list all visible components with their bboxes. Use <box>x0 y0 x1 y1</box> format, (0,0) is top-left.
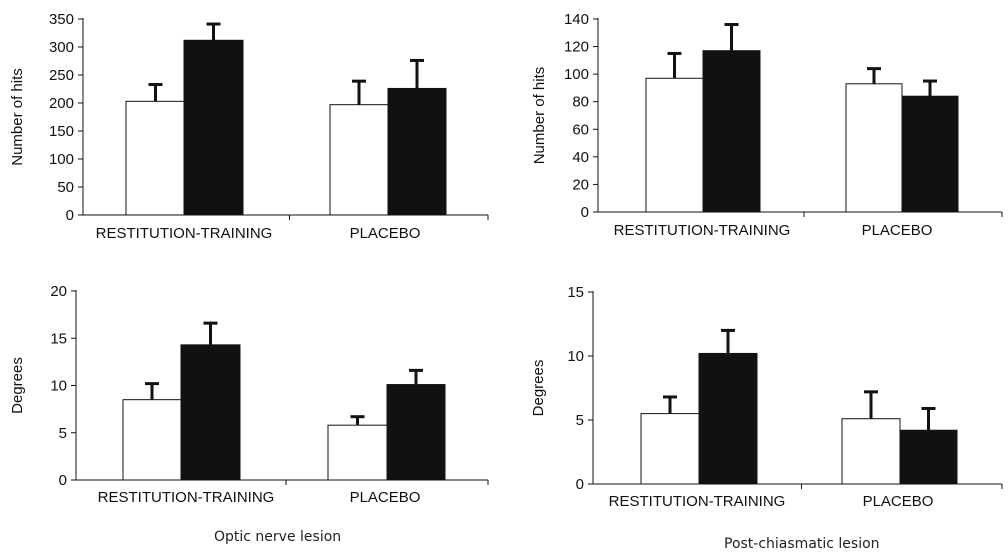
category-label-restitution-training: RESTITUTION-TRAINING <box>96 225 273 242</box>
caption-post-chiasmatic-lesion: Post-chiasmatic lesion <box>724 536 880 552</box>
bar-filled-restitution-training <box>183 39 244 216</box>
bar-filled-placebo <box>387 87 447 216</box>
chart-panel-postchiasm-degrees: 0 5 10 15 Degrees RESTITUTION-TRAINING PLACEBO <box>530 284 1003 510</box>
bar-open-placebo <box>327 424 388 481</box>
y-tick-label: 20 <box>50 283 67 300</box>
y-tick-label: 40 <box>572 149 589 166</box>
y-tick-label: 300 <box>49 39 74 56</box>
category-label-placebo: PLACEBO <box>350 489 421 506</box>
category-label-restitution-training: RESTITUTION-TRAINING <box>609 493 786 510</box>
bar-filled-restitution-training <box>702 50 761 213</box>
y-tick-label: 140 <box>564 11 589 28</box>
y-tick-label: 0 <box>59 472 67 489</box>
chart-panel-optic-degrees: 0 5 10 15 20 Degrees RESTITUTION-TRAINING PLACE… <box>9 283 489 506</box>
y-tick-label: 150 <box>49 123 74 140</box>
chart-panel-postchiasm-hits: 0 20 40 60 80 100 120 140 Number of hits RESTITUT… <box>531 11 1003 239</box>
category-label-restitution-training: RESTITUTION-TRAINING <box>98 489 275 506</box>
y-tick-label: 20 <box>572 176 589 193</box>
y-tick-label: 15 <box>50 330 67 347</box>
y-tick-label: 0 <box>66 207 74 224</box>
bar-open-placebo <box>841 418 901 485</box>
y-tick-label: 0 <box>581 204 589 221</box>
y-tick-label: 350 <box>49 11 74 28</box>
y-tick-label: 5 <box>576 412 584 429</box>
y-axis-label: Number of hits <box>9 68 26 166</box>
y-tick-label: 5 <box>59 425 67 442</box>
bar-open-restitution-training <box>122 399 182 481</box>
bar-filled-placebo <box>901 95 959 213</box>
y-axis-label: Degrees <box>530 360 547 417</box>
bar-filled-restitution-training <box>698 352 758 485</box>
bar-open-restitution-training <box>645 77 704 213</box>
bar-open-placebo <box>845 83 903 213</box>
bar-open-restitution-training <box>640 413 700 485</box>
y-axis-label: Degrees <box>9 357 26 414</box>
caption-optic-nerve-lesion: Optic nerve lesion <box>214 529 342 545</box>
y-tick-label: 80 <box>572 94 589 111</box>
y-tick-label: 250 <box>49 67 74 84</box>
y-tick-label: 120 <box>564 39 589 56</box>
y-tick-label: 15 <box>567 284 584 301</box>
bar-filled-placebo <box>899 429 958 485</box>
category-label-placebo: PLACEBO <box>863 493 934 510</box>
category-label-placebo: PLACEBO <box>862 222 933 239</box>
y-tick-label: 200 <box>49 95 74 112</box>
y-axis-label: Number of hits <box>531 67 548 165</box>
bar-filled-placebo <box>386 384 446 481</box>
category-label-restitution-training: RESTITUTION-TRAINING <box>614 222 791 239</box>
y-tick-label: 60 <box>572 121 589 138</box>
bar-open-placebo <box>329 104 389 216</box>
bar-filled-restitution-training <box>180 344 241 481</box>
y-tick-label: 50 <box>57 179 74 196</box>
category-label-placebo: PLACEBO <box>350 225 421 242</box>
bar-open-restitution-training <box>125 100 186 216</box>
chart-panel-optic-hits: 0 50 100 150 200 250 300 350 Number of hits RESTI… <box>9 11 489 242</box>
y-tick-label: 100 <box>564 66 589 83</box>
y-tick-label: 10 <box>50 378 67 395</box>
y-tick-label: 0 <box>576 476 584 493</box>
y-tick-label: 100 <box>49 151 74 168</box>
y-tick-label: 10 <box>567 348 584 365</box>
